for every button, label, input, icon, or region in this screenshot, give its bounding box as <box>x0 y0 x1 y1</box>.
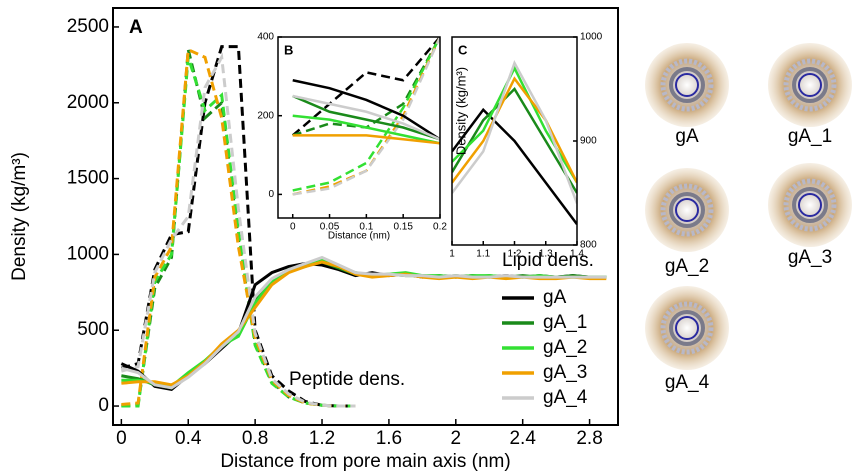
structure-label: gA_4 <box>665 372 710 393</box>
panel-label: C <box>458 42 468 57</box>
structure-label: gA_1 <box>788 126 832 147</box>
x-tick-label: 0 <box>290 222 296 233</box>
y-tick-label: 1500 <box>67 168 109 189</box>
y-tick-label: 1000 <box>67 243 109 264</box>
x-tick-label: 2.4 <box>509 428 536 449</box>
x-tick-label: 1.1 <box>476 249 490 260</box>
x-tick-label: 0.15 <box>393 222 413 233</box>
structure-density <box>645 286 729 370</box>
legend-label: gA_1 <box>543 312 587 333</box>
legend-label: gA_4 <box>543 387 588 408</box>
structure-label: gA <box>675 126 699 147</box>
y-tick-label: 900 <box>580 136 597 147</box>
legend-label: gA <box>543 287 567 308</box>
y-tick-label: 0 <box>268 189 274 200</box>
y-tick-label: 200 <box>257 110 274 121</box>
structure-label: gA_3 <box>788 247 832 268</box>
x-tick-label: 1.6 <box>376 428 402 449</box>
x-tick-label: 0 <box>116 428 127 449</box>
structure-density <box>768 43 852 127</box>
y-tick-label: 1000 <box>580 32 603 43</box>
y-tick-label: 500 <box>77 319 109 340</box>
x-axis-label: Distance from pore main axis (nm) <box>220 451 510 472</box>
x-tick-label: 1.2 <box>309 428 335 449</box>
figure: gA gA_1 gA_2 gA_3 gA_4 0 0.4 0.8 1.2 1.6 2 2.4 2.8 0… <box>0 0 860 474</box>
legend-label: gA_2 <box>543 337 587 358</box>
structure-label: gA_2 <box>665 256 709 277</box>
y-axis-label: Density (kg/m³) <box>9 152 30 281</box>
panel-label: A <box>129 17 143 38</box>
x-tick-label: 1.3 <box>539 249 553 260</box>
x-tick-label: 1.2 <box>508 249 522 260</box>
x-tick-label: 0.2 <box>433 222 447 233</box>
x-tick-label: 2 <box>451 428 462 449</box>
panel-label: B <box>284 42 293 57</box>
y-axis-label: Density (kg/m³) <box>453 67 468 155</box>
x-axis-label: Distance (nm) <box>328 231 390 242</box>
structures: gA gA_1 gA_2 gA_3 gA_4 <box>645 43 852 393</box>
y-tick-label: 0 <box>98 395 109 416</box>
annotation: Peptide dens. <box>289 369 405 390</box>
y-tick-label: 400 <box>257 32 274 43</box>
structure-density <box>645 168 729 252</box>
legend-label: gA_3 <box>543 362 587 383</box>
structure-density <box>768 163 852 247</box>
x-tick-label: 1 <box>449 249 455 260</box>
x-tick-label: 0.4 <box>175 428 202 449</box>
x-tick-label: 2.8 <box>576 428 602 449</box>
y-tick-label: 2000 <box>67 92 109 113</box>
x-tick-label: 0.8 <box>242 428 268 449</box>
y-tick-label: 800 <box>580 240 597 251</box>
y-tick-label: 2500 <box>67 16 109 37</box>
structure-density <box>645 43 729 127</box>
